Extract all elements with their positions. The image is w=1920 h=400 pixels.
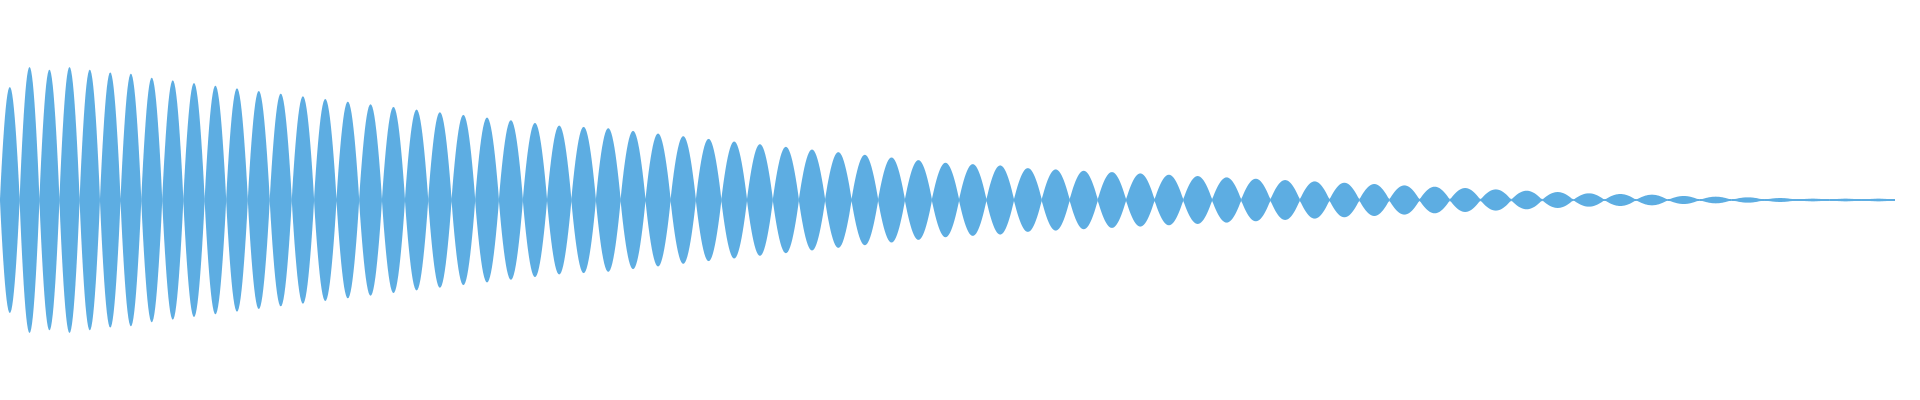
- waveform-lobe: [547, 125, 572, 275]
- waveform-lobe: [475, 117, 499, 283]
- waveform-lobe: [851, 154, 879, 246]
- waveform-lobe: [269, 93, 292, 307]
- waveform-lobe: [645, 133, 671, 267]
- waveform-lobe: [204, 85, 227, 315]
- waveform-lobe: [959, 164, 987, 236]
- waveform-lobe: [120, 73, 142, 327]
- waveform-lobe: [1041, 169, 1070, 231]
- waveform-lobe: [314, 98, 337, 302]
- waveform-lobe: [1299, 181, 1330, 219]
- waveform-lobe: [1604, 194, 1637, 206]
- waveform-lobe: [798, 149, 826, 251]
- waveform-lobe: [1764, 198, 1797, 202]
- waveform-lobe: [825, 152, 852, 248]
- waveform-lobe: [1183, 176, 1213, 224]
- waveform-lobe: [571, 126, 596, 274]
- waveform-lobe: [1013, 168, 1042, 232]
- waveform-lobe: [1667, 196, 1700, 204]
- waveform-lobe: [1796, 198, 1830, 202]
- waveform-lobe: [247, 90, 270, 310]
- waveform-lobe: [428, 112, 452, 288]
- waveform-lobe: [986, 165, 1014, 235]
- waveform-lobe: [451, 114, 476, 286]
- waveform-lobe: [1097, 172, 1127, 228]
- waveform-lobe: [1829, 198, 1862, 202]
- waveform-lobe: [931, 162, 960, 238]
- waveform-lobe: [1861, 198, 1895, 202]
- waveform-lobe: [79, 69, 100, 331]
- waveform-lobe: [1511, 190, 1543, 210]
- waveform-lobe: [1480, 189, 1512, 211]
- waveform-lobe: [381, 106, 405, 294]
- waveform-lobe: [1731, 197, 1765, 203]
- waveform-lobe: [620, 130, 646, 270]
- waveform-lobe: [904, 160, 932, 240]
- waveform-lobe: [39, 69, 60, 331]
- waveform-lobe: [1542, 192, 1574, 208]
- waveform-lobe: [141, 77, 163, 323]
- waveform-lobe: [670, 136, 696, 264]
- waveform-lobe: [1636, 194, 1668, 206]
- waveform-lobe: [1126, 173, 1155, 227]
- waveform-lobe: [1154, 174, 1184, 226]
- waveform-lobe: [1389, 185, 1420, 215]
- waveform-lobe: [291, 96, 315, 304]
- waveform-lobe: [1419, 186, 1450, 214]
- waveform-lobe: [1212, 177, 1242, 223]
- waveform-lobe: [1449, 188, 1481, 212]
- waveform-lobe: [747, 144, 773, 256]
- waveform-lobe: [878, 157, 905, 243]
- waveform-lobe: [336, 101, 360, 299]
- waveform-lobe: [1359, 184, 1390, 216]
- waveform-lobe: [595, 128, 621, 272]
- waveform-lobe: [1329, 182, 1360, 218]
- waveform-lobe: [1699, 196, 1732, 204]
- waveform-lobe: [498, 120, 523, 280]
- waveform-lobe: [404, 109, 429, 291]
- waveform-lobe: [1069, 170, 1098, 230]
- waveform-lobe: [99, 72, 121, 328]
- waveform-lobe: [522, 122, 548, 278]
- waveform-lobe: [359, 104, 382, 296]
- waveform-lobe: [695, 138, 722, 262]
- waveform-lobe: [19, 67, 40, 333]
- waveform-lobe: [226, 88, 248, 312]
- waveform-lobe: [162, 80, 184, 320]
- waveform-lobe: [1270, 180, 1300, 220]
- waveform-lobe: [772, 146, 799, 254]
- waveform-lobe: [183, 82, 205, 318]
- waveform-lobe: [59, 67, 80, 333]
- waveform-lobe: [1573, 193, 1605, 207]
- waveform-lobe: [0, 86, 20, 314]
- waveform-lobe: [721, 141, 747, 259]
- waveform-lobe: [1241, 178, 1271, 222]
